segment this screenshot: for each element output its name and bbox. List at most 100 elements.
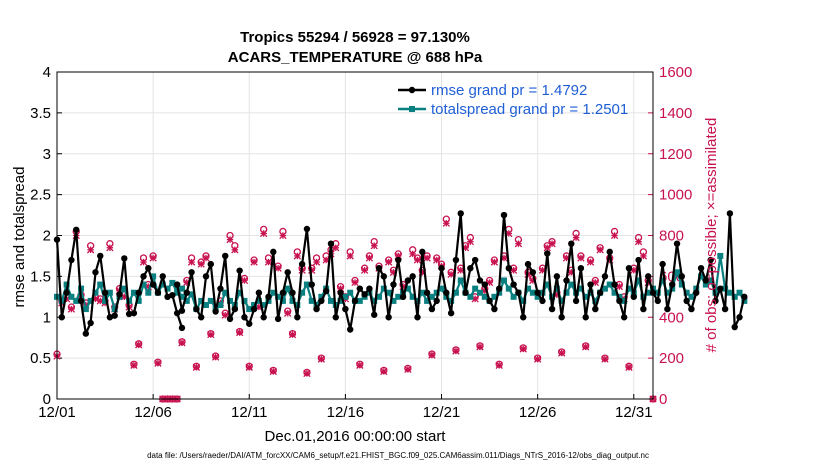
totalspread-point: [438, 285, 445, 292]
rmse-point: [236, 267, 243, 274]
totalspread-point: [683, 289, 690, 296]
totalspread-point: [731, 293, 738, 300]
legend-spread-marker: [409, 106, 415, 112]
totalspread-point: [395, 293, 402, 300]
rmse-series: [53, 210, 748, 337]
totalspread-point: [702, 281, 709, 288]
totalspread-point: [169, 279, 176, 286]
totalspread-point: [544, 281, 551, 288]
x-axis-label: Dec.01,2016 00:00:00 start: [265, 428, 447, 445]
obs-assimilated-marker: [384, 258, 393, 266]
obs-assimilated-marker: [428, 351, 436, 359]
rmse-point: [303, 225, 311, 233]
obs-assimilated-marker: [586, 258, 595, 266]
totalspread-point: [481, 293, 488, 300]
rmse-point: [606, 248, 613, 256]
rmse-point: [101, 289, 109, 296]
rmse-point: [395, 256, 402, 264]
totalspread-point: [520, 297, 527, 304]
obs-assimilated-marker: [154, 359, 162, 367]
rmse-point: [428, 305, 436, 313]
rmse-point: [558, 314, 565, 321]
obs-assimilated-marker: [67, 305, 76, 313]
rmse-point: [193, 305, 200, 313]
totalspread-point: [736, 289, 743, 296]
totalspread-point: [678, 281, 685, 288]
chart-subtitle: ACARS_TEMPERATURE @ 688 hPa: [228, 49, 483, 66]
legend: rmse grand pr = 1.4792 totalspread grand…: [398, 82, 628, 118]
rmse-point: [640, 305, 647, 313]
rmse-point: [346, 326, 354, 333]
obs-assimilated-marker: [442, 219, 450, 227]
obs-assimilated-marker: [519, 345, 527, 353]
rmse-point: [529, 269, 537, 276]
obs-assimilated-marker: [370, 242, 378, 250]
rmse-point: [577, 265, 585, 272]
totalspread-point: [102, 297, 109, 304]
totalspread-point: [82, 306, 89, 313]
totalspread-point: [645, 289, 652, 296]
obs-assimilated-marker: [634, 237, 643, 246]
right-tick-label-4: 800: [659, 228, 684, 245]
right-tick-label-2: 400: [659, 309, 684, 326]
rmse-point: [116, 291, 123, 298]
totalspread-point: [505, 285, 512, 292]
totalspread-point: [121, 285, 128, 292]
rmse-point: [154, 289, 162, 296]
totalspread-point: [227, 297, 234, 304]
rmse-point: [664, 305, 671, 313]
obs-assimilated-marker: [466, 237, 475, 246]
rmse-point: [433, 297, 440, 305]
obs-assimilated-marker: [245, 363, 253, 371]
x-tick-label-0: 12/01: [38, 404, 76, 421]
rmse-point: [313, 305, 320, 313]
obs-assimilated-marker: [601, 355, 609, 363]
totalspread-point: [553, 285, 560, 292]
right-tick-label-8: 1600: [659, 64, 692, 81]
obs-assimilated-marker: [356, 361, 364, 369]
rmse-point: [58, 314, 66, 321]
rmse-point: [125, 310, 133, 318]
left-y-axis-label: rmse and totalspread: [11, 167, 28, 308]
rmse-point: [121, 255, 128, 262]
rmse-point: [356, 285, 364, 292]
totalspread-point: [635, 277, 642, 284]
totalspread-point: [126, 297, 133, 304]
obs-assimilated-marker: [303, 369, 311, 378]
obs-assimilated-marker: [548, 240, 556, 248]
totalspread-point: [525, 285, 532, 292]
rmse-point: [375, 265, 383, 272]
totalspread-point: [452, 289, 459, 296]
obs-assimilated-marker: [288, 330, 297, 339]
rmse-point: [447, 309, 455, 317]
totalspread-point: [419, 289, 426, 296]
totalspread-point: [568, 281, 575, 288]
rmse-point: [68, 256, 75, 264]
rmse-point: [520, 314, 527, 321]
obs-assimilated-marker: [495, 361, 503, 369]
rmse-point: [246, 320, 253, 327]
rmse-point: [548, 305, 556, 313]
left-tick-label-3: 1.5: [30, 268, 51, 285]
totalspread-point: [472, 285, 479, 292]
totalspread-point: [606, 281, 613, 288]
rmse-point: [188, 269, 195, 276]
rmse-point: [534, 289, 541, 296]
rmse-point: [217, 285, 224, 292]
rmse-point: [736, 314, 743, 321]
obs-assimilated-marker: [558, 349, 566, 357]
rmse-point: [620, 314, 628, 321]
totalspread-point: [284, 285, 291, 292]
totalspread-point: [659, 277, 666, 284]
rmse-point: [226, 315, 234, 323]
rmse-point: [250, 305, 258, 313]
rmse-point: [659, 260, 666, 268]
rmse-point: [366, 285, 373, 292]
rmse-point: [481, 281, 488, 288]
rmse-point: [568, 240, 575, 247]
x-tick-label-2: 12/11: [231, 404, 267, 421]
rmse-point: [351, 297, 359, 305]
totalspread-point: [611, 289, 618, 296]
obs-assimilated-marker: [284, 309, 292, 317]
